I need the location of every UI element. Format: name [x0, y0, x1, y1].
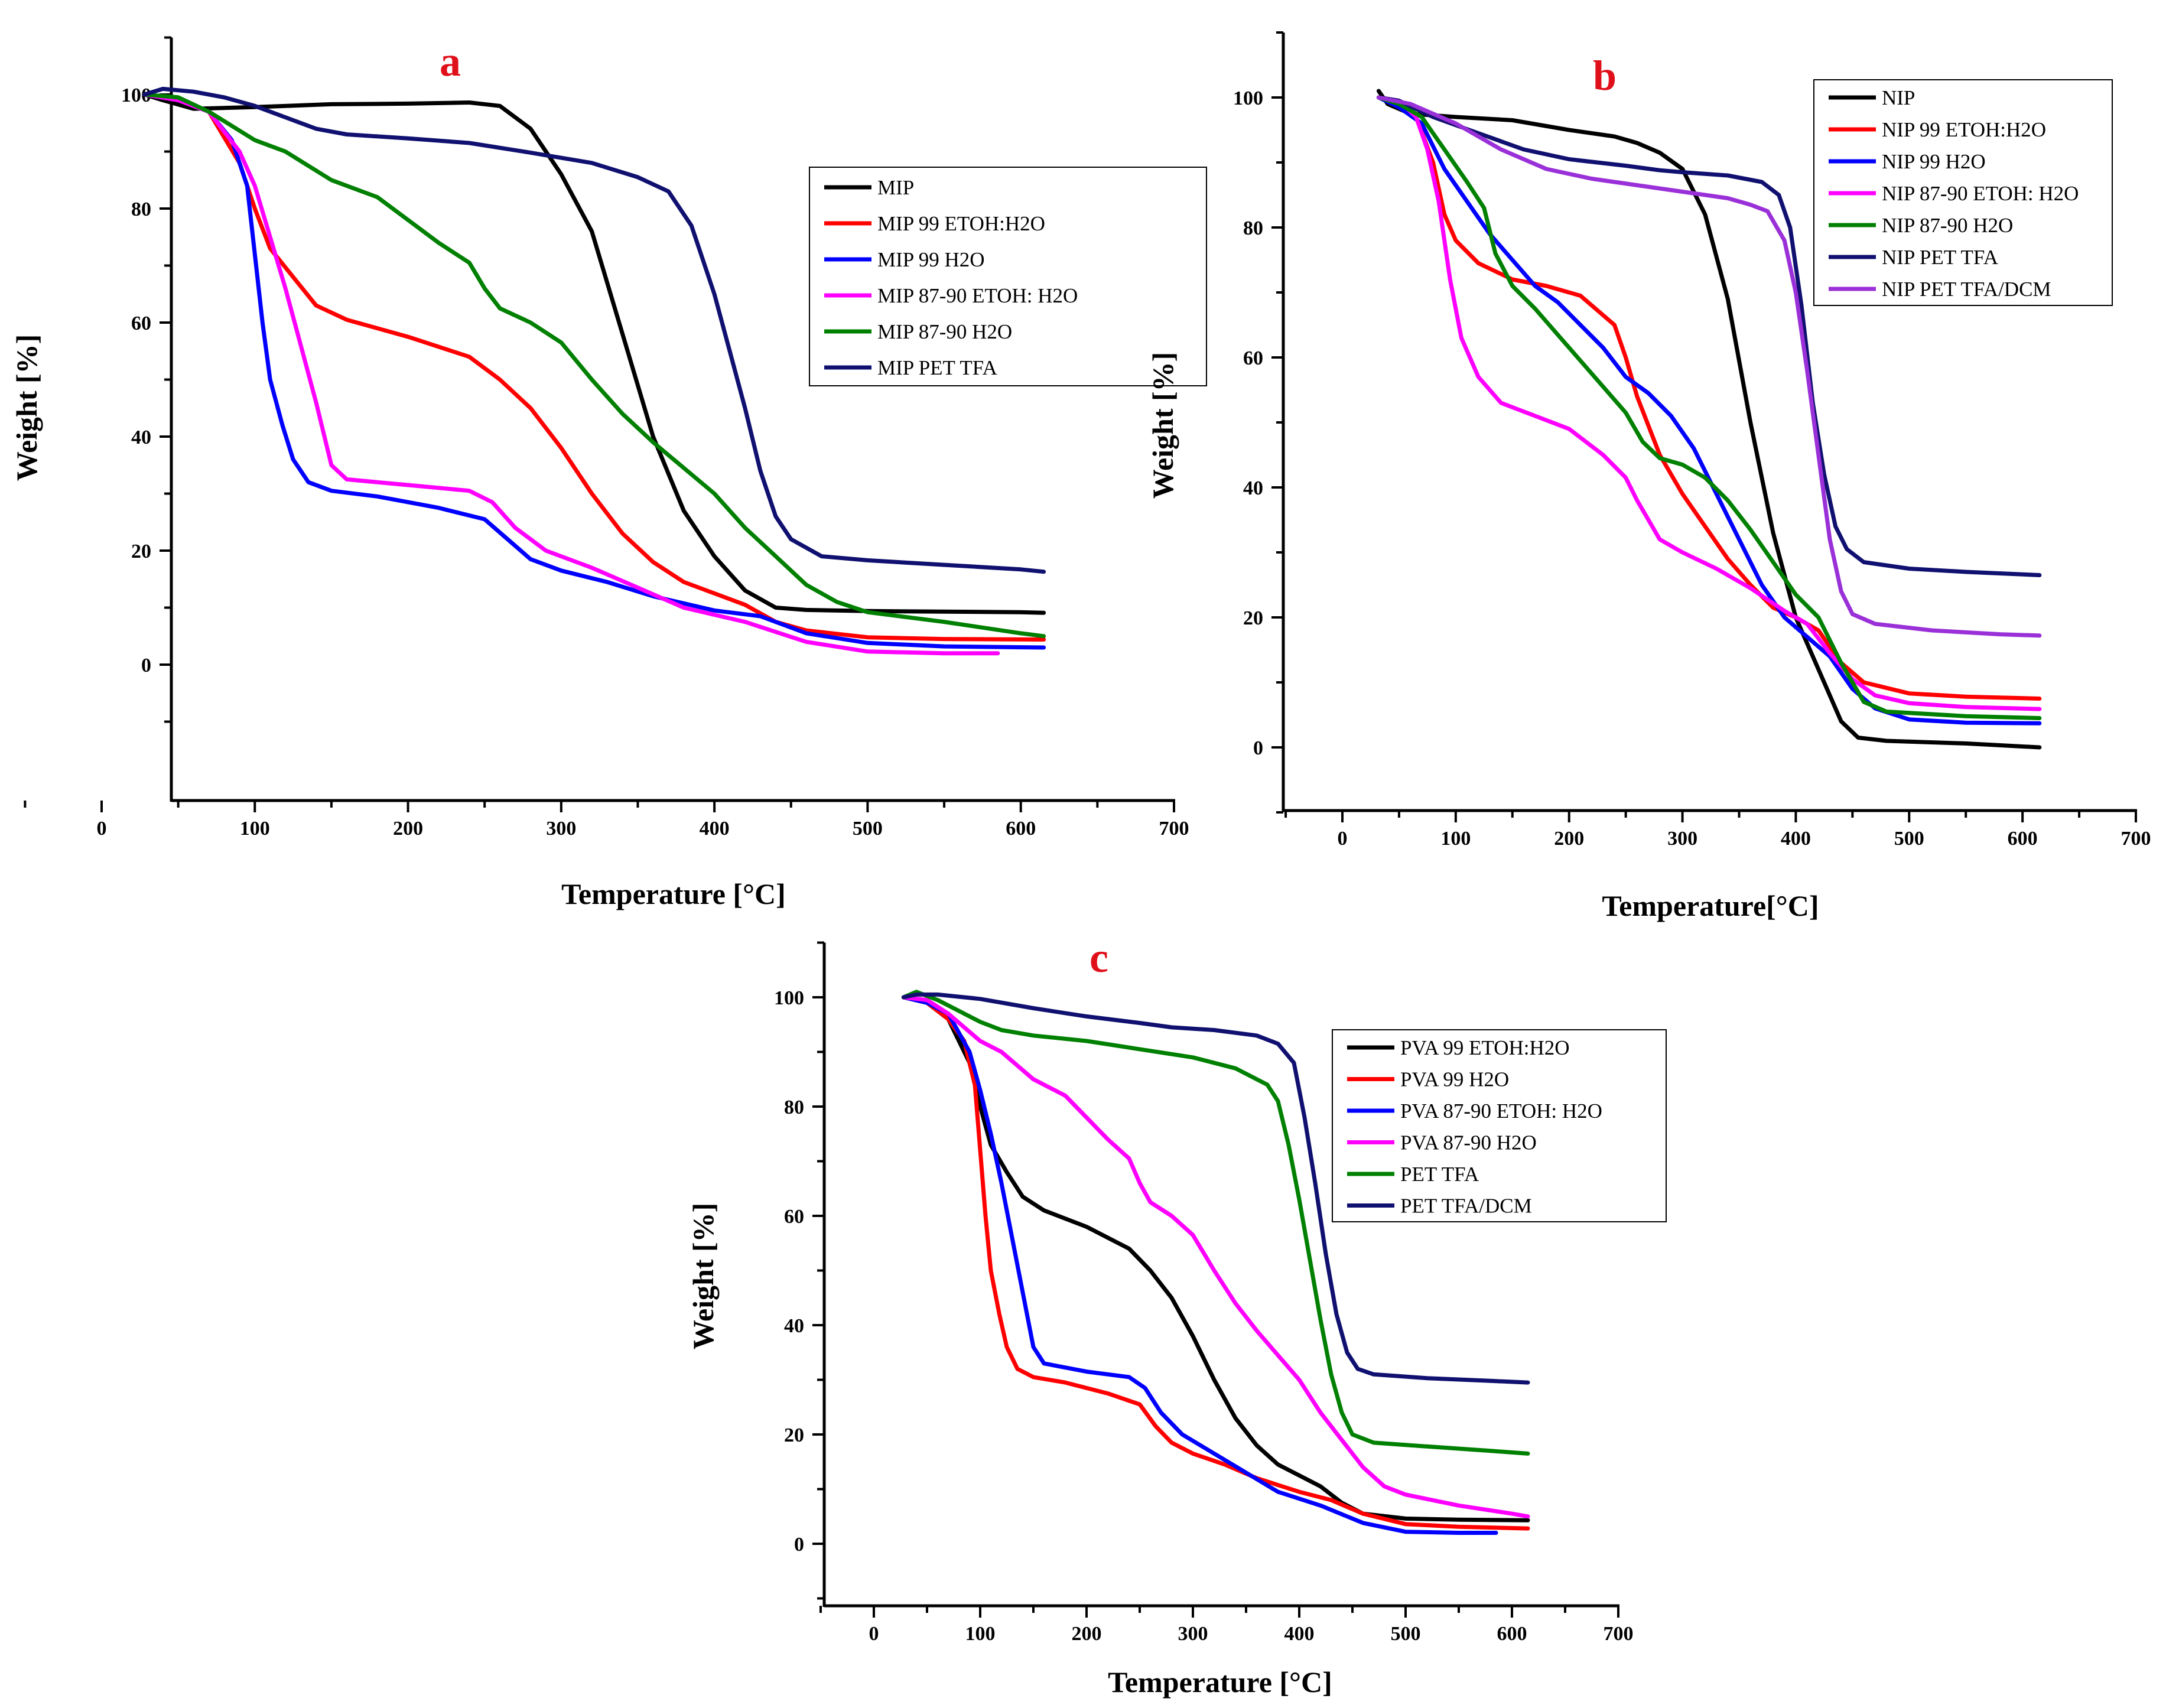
panel-label: b — [1593, 52, 1617, 99]
x-axis-title: Temperature [°C] — [1108, 1665, 1332, 1699]
series-line-5 — [1376, 95, 2042, 720]
y-tick-label: 20 — [784, 1424, 804, 1446]
y-tick-label: 20 — [131, 541, 151, 562]
x-axis-title: Temperature[°C] — [1602, 889, 1819, 922]
legend: PVA 99 ETOH:H2O PVA 99 H2O PVA 87-90 ETOH:… — [1332, 1029, 1667, 1222]
x-tick-label: 100 — [1440, 828, 1471, 850]
x-tick-label: 0 — [869, 1623, 879, 1645]
series-line-1 — [1376, 89, 2042, 750]
series-line-4 — [901, 995, 1530, 1519]
legend-box — [809, 167, 1207, 386]
x-tick-label: 600 — [1497, 1623, 1527, 1645]
y-tick-label: 0 — [794, 1534, 804, 1556]
x-tick-label: 400 — [1781, 828, 1811, 850]
x-tick-label: 700 — [1159, 818, 1189, 840]
x-tick-label: 200 — [393, 818, 423, 840]
y-tick-label: 0 — [1253, 737, 1263, 759]
x-tick-label: 500 — [1894, 828, 1924, 850]
x-tick-label: 100 — [240, 818, 270, 840]
series-line-6 — [142, 86, 1046, 574]
chart-panel-a: 0 100 200 300 400 500 600 700020406080100Temper… — [10, 36, 1207, 910]
y-tick-label: 80 — [131, 199, 151, 220]
series-line-3 — [1376, 95, 2042, 726]
x-tick-label: 700 — [1604, 1623, 1634, 1645]
x-tick-label: 500 — [853, 818, 883, 840]
x-tick-label: 600 — [2008, 828, 2038, 850]
y-tick-label: 80 — [1243, 217, 1263, 239]
x-tick-label: 500 — [1391, 1623, 1421, 1645]
series-line-4 — [142, 92, 1000, 656]
legend-label: NIP PET TFA — [1882, 246, 1999, 269]
y-axis-title: Weight [%] — [10, 334, 43, 482]
series-line-3 — [901, 995, 1498, 1535]
series-line-5 — [901, 990, 1530, 1456]
legend-box — [1332, 1029, 1667, 1222]
legend-label: NIP 87-90 H2O — [1882, 214, 2013, 237]
x-tick-label: 400 — [1284, 1623, 1315, 1645]
legend-label: MIP — [877, 176, 914, 199]
series-line-6 — [901, 992, 1530, 1385]
x-tick-label: 200 — [1072, 1623, 1102, 1645]
y-tick-label: 100 — [774, 987, 804, 1009]
legend-label: MIP 87-90 ETOH: H2O — [877, 284, 1078, 307]
x-tick-label: 0 — [97, 818, 107, 840]
chart-panel-c: 0 100 200 300 400 500 600 700 0 20 40 60 80 100 Temper… — [687, 934, 1667, 1699]
legend: MIP MIP 99 ETOH:H2O MIP 99 H2O MIP 87-90 ET… — [809, 167, 1207, 386]
y-tick-label: 0 — [141, 655, 151, 676]
series-line-3 — [142, 92, 1046, 650]
series-line-7 — [1376, 95, 2042, 638]
series-line-5 — [142, 92, 1046, 639]
legend-label: PET TFA/DCM — [1400, 1195, 1532, 1218]
series-line-6 — [1376, 95, 2042, 577]
y-tick-label: 40 — [131, 427, 151, 448]
y-tick-label: 40 — [1243, 477, 1263, 499]
x-tick-label: 400 — [700, 818, 730, 840]
y-tick-label: 100 — [1233, 87, 1263, 109]
panel-label: a — [440, 38, 461, 85]
y-tick-label: 60 — [131, 313, 151, 334]
x-tick-label: 0 — [1338, 828, 1348, 850]
legend-label: PVA 99 H2O — [1400, 1068, 1509, 1091]
legend-label: PET TFA — [1400, 1163, 1479, 1186]
x-tick-label: 300 — [1667, 828, 1697, 850]
legend-label: MIP 99 ETOH:H2O — [877, 212, 1045, 235]
legend-label: MIP PET TFA — [877, 356, 998, 379]
legend-label: PVA 99 ETOH:H2O — [1400, 1036, 1570, 1059]
x-tick-label: 600 — [1006, 818, 1036, 840]
y-tick-label: 60 — [784, 1206, 804, 1228]
y-tick-label: 40 — [784, 1315, 804, 1337]
x-tick-label: 300 — [1178, 1623, 1208, 1645]
y-axis-title: Weight [%] — [1146, 352, 1179, 499]
x-tick-label: 100 — [965, 1623, 996, 1645]
y-tick-label: 80 — [784, 1097, 804, 1118]
legend-label: NIP 87-90 ETOH: H2O — [1882, 182, 2079, 205]
x-tick-label: 300 — [546, 818, 576, 840]
legend-label: MIP 87-90 H2O — [877, 320, 1012, 343]
legend: NIP NIP 99 ETOH:H2O NIP 99 H2O NIP 87-90 ET… — [1813, 79, 2113, 306]
x-axis-title: Temperature [°C] — [561, 877, 786, 910]
legend-label: NIP 99 H2O — [1882, 150, 1986, 173]
y-tick-label: 60 — [1243, 347, 1263, 369]
legend-label: NIP PET TFA/DCM — [1882, 278, 2051, 301]
y-tick-label: 20 — [1243, 607, 1263, 629]
legend-label: MIP 99 H2O — [877, 248, 985, 271]
series-line-2 — [901, 995, 1530, 1531]
x-tick-label: 200 — [1554, 828, 1584, 850]
legend-label: PVA 87-90 H2O — [1400, 1131, 1537, 1154]
legend-label: PVA 87-90 ETOH: H2O — [1400, 1099, 1602, 1123]
y-axis-title: Weight [%] — [687, 1203, 720, 1350]
legend-label: NIP 99 ETOH:H2O — [1882, 118, 2046, 141]
x-tick-label: 700 — [2121, 828, 2151, 850]
series-line-1 — [142, 92, 1046, 615]
legend-label: NIP — [1882, 86, 1915, 109]
chart-panel-b: 0 100 200 300 400 500 600 700 0 20 40 60 80 100 Temper… — [1146, 31, 2151, 922]
panel-label: c — [1089, 934, 1108, 981]
